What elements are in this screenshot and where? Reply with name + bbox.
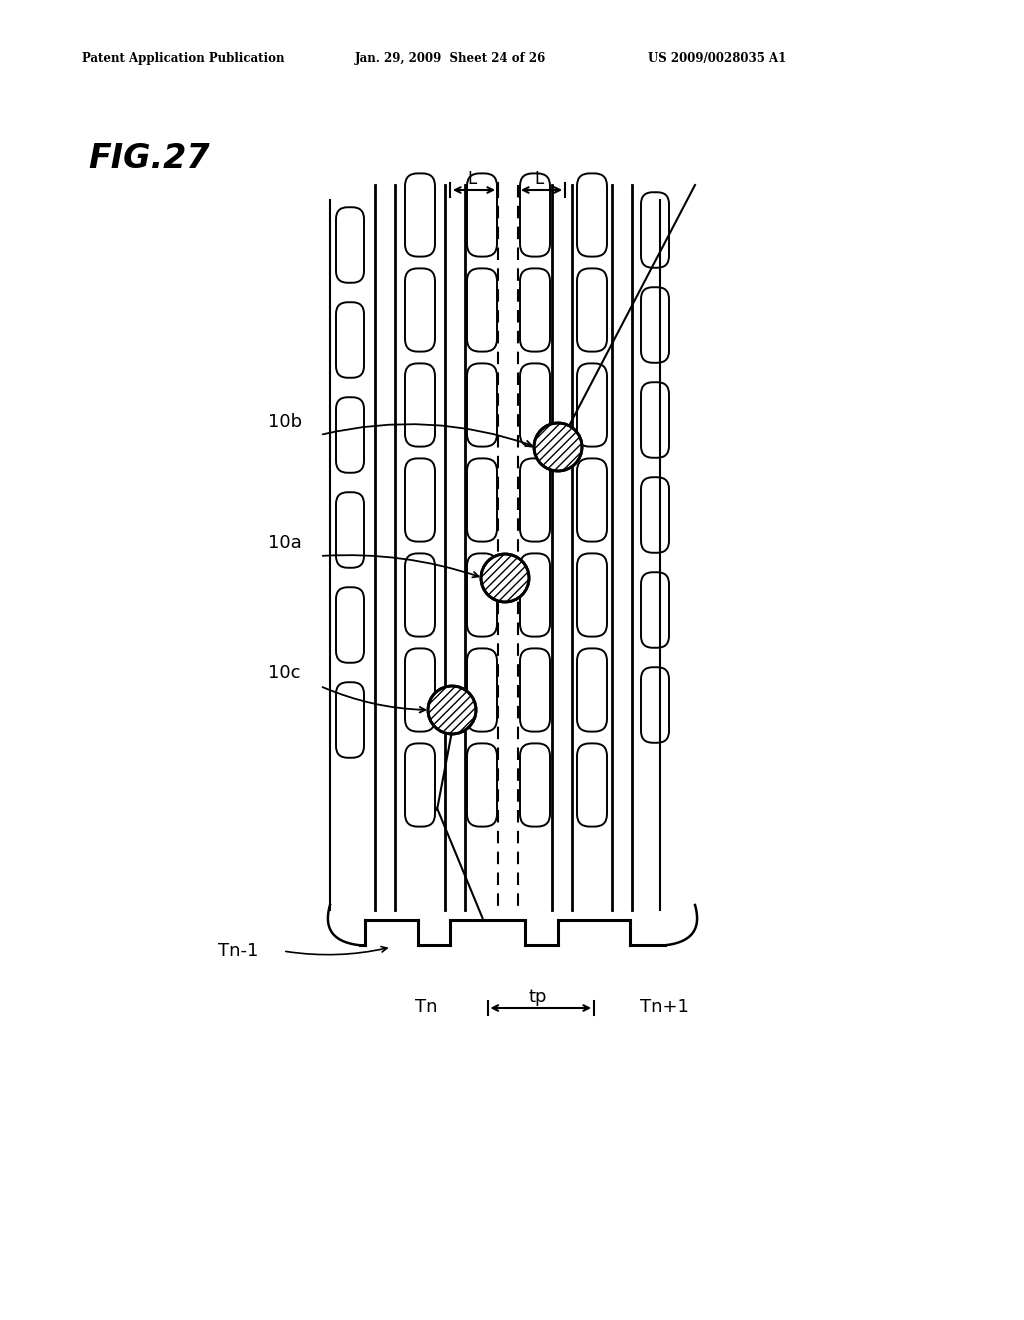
Text: 10c: 10c: [268, 664, 300, 682]
FancyBboxPatch shape: [520, 743, 550, 826]
Text: Tn: Tn: [415, 998, 437, 1016]
FancyBboxPatch shape: [406, 553, 435, 636]
FancyBboxPatch shape: [520, 553, 550, 636]
FancyBboxPatch shape: [406, 363, 435, 446]
Text: US 2009/0028035 A1: US 2009/0028035 A1: [648, 51, 786, 65]
Text: 10b: 10b: [268, 413, 302, 432]
FancyBboxPatch shape: [520, 173, 550, 256]
Text: L: L: [535, 170, 544, 187]
FancyBboxPatch shape: [336, 587, 364, 663]
Text: 10a: 10a: [268, 535, 302, 552]
FancyBboxPatch shape: [641, 383, 669, 458]
FancyBboxPatch shape: [406, 458, 435, 541]
FancyBboxPatch shape: [467, 743, 497, 826]
Text: tp: tp: [528, 987, 547, 1006]
FancyBboxPatch shape: [577, 458, 607, 541]
FancyBboxPatch shape: [641, 193, 669, 268]
Text: Tn-1: Tn-1: [218, 942, 258, 960]
FancyBboxPatch shape: [641, 573, 669, 648]
FancyBboxPatch shape: [406, 268, 435, 351]
FancyBboxPatch shape: [467, 173, 497, 256]
FancyBboxPatch shape: [577, 648, 607, 731]
FancyBboxPatch shape: [577, 173, 607, 256]
FancyBboxPatch shape: [577, 743, 607, 826]
FancyBboxPatch shape: [520, 363, 550, 446]
FancyBboxPatch shape: [467, 648, 497, 731]
FancyBboxPatch shape: [336, 492, 364, 568]
FancyBboxPatch shape: [467, 363, 497, 446]
FancyBboxPatch shape: [577, 363, 607, 446]
Text: Patent Application Publication: Patent Application Publication: [82, 51, 285, 65]
FancyBboxPatch shape: [641, 478, 669, 553]
FancyBboxPatch shape: [336, 682, 364, 758]
FancyBboxPatch shape: [336, 302, 364, 378]
FancyBboxPatch shape: [577, 553, 607, 636]
FancyBboxPatch shape: [406, 173, 435, 256]
Text: Tn+1: Tn+1: [640, 998, 689, 1016]
FancyBboxPatch shape: [641, 288, 669, 363]
FancyBboxPatch shape: [520, 268, 550, 351]
FancyBboxPatch shape: [467, 553, 497, 636]
FancyBboxPatch shape: [577, 268, 607, 351]
Text: FIG.27: FIG.27: [88, 143, 210, 176]
FancyBboxPatch shape: [406, 648, 435, 731]
FancyBboxPatch shape: [520, 648, 550, 731]
FancyBboxPatch shape: [520, 458, 550, 541]
FancyBboxPatch shape: [467, 268, 497, 351]
Circle shape: [428, 686, 476, 734]
Text: L: L: [467, 170, 476, 187]
Circle shape: [534, 422, 582, 471]
FancyBboxPatch shape: [406, 743, 435, 826]
Text: Jan. 29, 2009  Sheet 24 of 26: Jan. 29, 2009 Sheet 24 of 26: [355, 51, 546, 65]
FancyBboxPatch shape: [467, 458, 497, 541]
FancyBboxPatch shape: [336, 207, 364, 282]
FancyBboxPatch shape: [336, 397, 364, 473]
FancyBboxPatch shape: [641, 667, 669, 743]
Circle shape: [481, 554, 529, 602]
